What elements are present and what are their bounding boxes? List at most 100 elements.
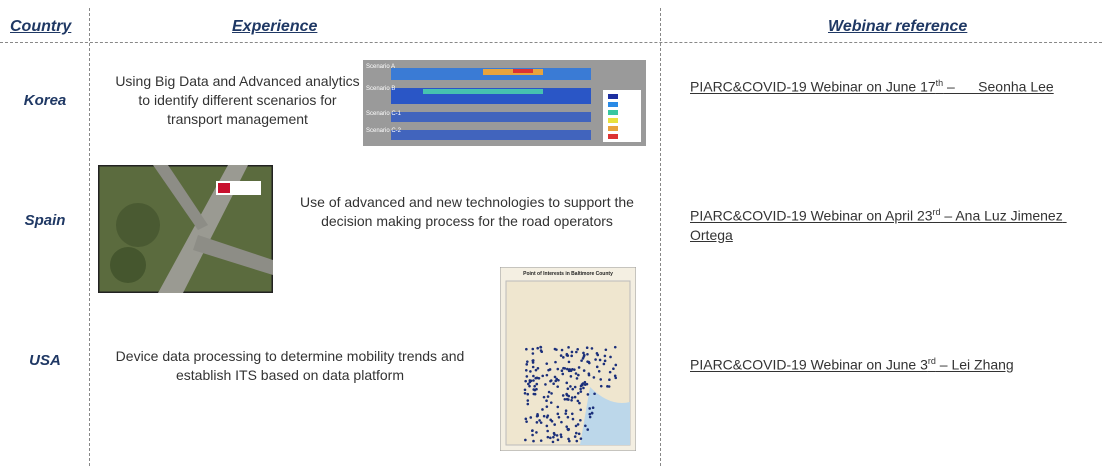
poi-dot [573,368,576,371]
poi-dot [588,361,591,365]
webinar-text: PIARC&COVID-19 Webinar on April 23 [690,207,933,224]
poi-dot [524,417,528,421]
poi-dot [531,359,535,362]
poi-dot [569,375,573,378]
poi-dot [526,392,530,396]
poi-dot [579,387,582,391]
header-cell: Country [10,18,72,35]
poi-dot [579,408,583,412]
poi-dot [560,348,564,352]
poi-dot [549,436,552,440]
poi-dot [538,419,541,422]
poi-dot [534,368,538,372]
header-cell: Webinar reference [828,18,968,35]
poi-dot [556,385,559,388]
poi-dot [567,369,571,373]
webinar-rest: – Ana Luz Jimenez Ortega [690,207,1067,243]
image-label: Scenario B [366,86,395,92]
poi-dot [581,357,585,360]
poi-dot [544,383,547,386]
poi-dot [565,353,569,357]
poi-dot [597,369,601,373]
poi-dot [599,378,603,381]
poi-dot [553,375,557,379]
poi-dot [575,439,579,443]
poi-dot [574,372,578,375]
poi-dot [535,431,538,434]
poi-dot [613,374,617,378]
image-title: Point of Interests in Baltimore County [523,271,613,277]
poi-dot [542,395,546,399]
poi-dot [560,435,563,439]
poi-dot [523,391,527,395]
poi-dot [569,369,573,373]
poi-dot [536,376,539,380]
poi-dot [562,356,565,359]
image-label: Scenario C-1 [366,111,402,117]
poi-dot [555,348,558,351]
experience: Using Big Data and Advanced analytics to… [115,73,360,127]
poi-dot [532,379,535,382]
webinar-reference: PIARC&COVID-19 Webinar on June 17th – Se… [690,74,1075,97]
poi-dot [608,378,611,382]
poi-dot [602,362,606,366]
poi-dot [549,418,552,422]
poi-dot [532,439,535,443]
poi-dot [542,414,546,418]
webinar-text: PIARC&COVID-19 Webinar on June 17 [690,78,936,95]
poi-dot [525,375,529,378]
poi-dot [560,369,564,373]
poi-dot [576,347,579,351]
poi-dot [527,382,530,386]
poi-dot [525,347,528,351]
poi-dot [555,434,559,437]
poi-dot [529,416,533,419]
poi-dot [596,353,600,357]
poi-dot [575,350,578,354]
poi-dot [525,420,528,423]
poi-dot [565,392,568,396]
poi-dot [553,423,556,426]
poi-dot [574,424,578,428]
country: Korea [23,92,67,109]
poi-dot [564,412,568,415]
poi-dot [578,401,581,405]
poi-dot [567,346,570,349]
image-label: Scenario A [366,64,395,70]
poi-dot [524,369,528,372]
poi-dot [532,374,535,378]
poi-dot [576,423,580,426]
poi-dot [539,421,543,424]
poi-dot [551,440,555,444]
poi-dot [526,402,530,406]
poi-dot [599,384,603,388]
poi-dot [533,384,536,388]
poi-dot [577,432,581,436]
poi-dot [563,397,567,401]
poi-dot [546,414,550,417]
poi-dot [531,352,535,355]
poi-dot [556,438,560,442]
poi-dot [561,394,565,397]
poi-dot [603,359,607,363]
country: Spain [24,212,66,229]
poi-dot [565,381,569,385]
poi-dot [531,365,535,369]
poi-dot [554,360,557,364]
poi-dot [586,428,590,431]
poi-dot [576,399,580,403]
poi-dot [545,405,549,408]
poi-dot [567,360,571,364]
poi-dot [571,417,575,421]
aerial-image [98,165,273,293]
poi-dot [550,392,553,395]
poi-dot [524,379,527,383]
poi-dot [556,405,560,409]
poi-dot [583,383,587,386]
poi-dot [563,367,567,370]
poi-dot [549,401,553,404]
poi-dot [529,370,532,373]
poi-dot [536,366,540,370]
poi-dot [614,376,618,380]
